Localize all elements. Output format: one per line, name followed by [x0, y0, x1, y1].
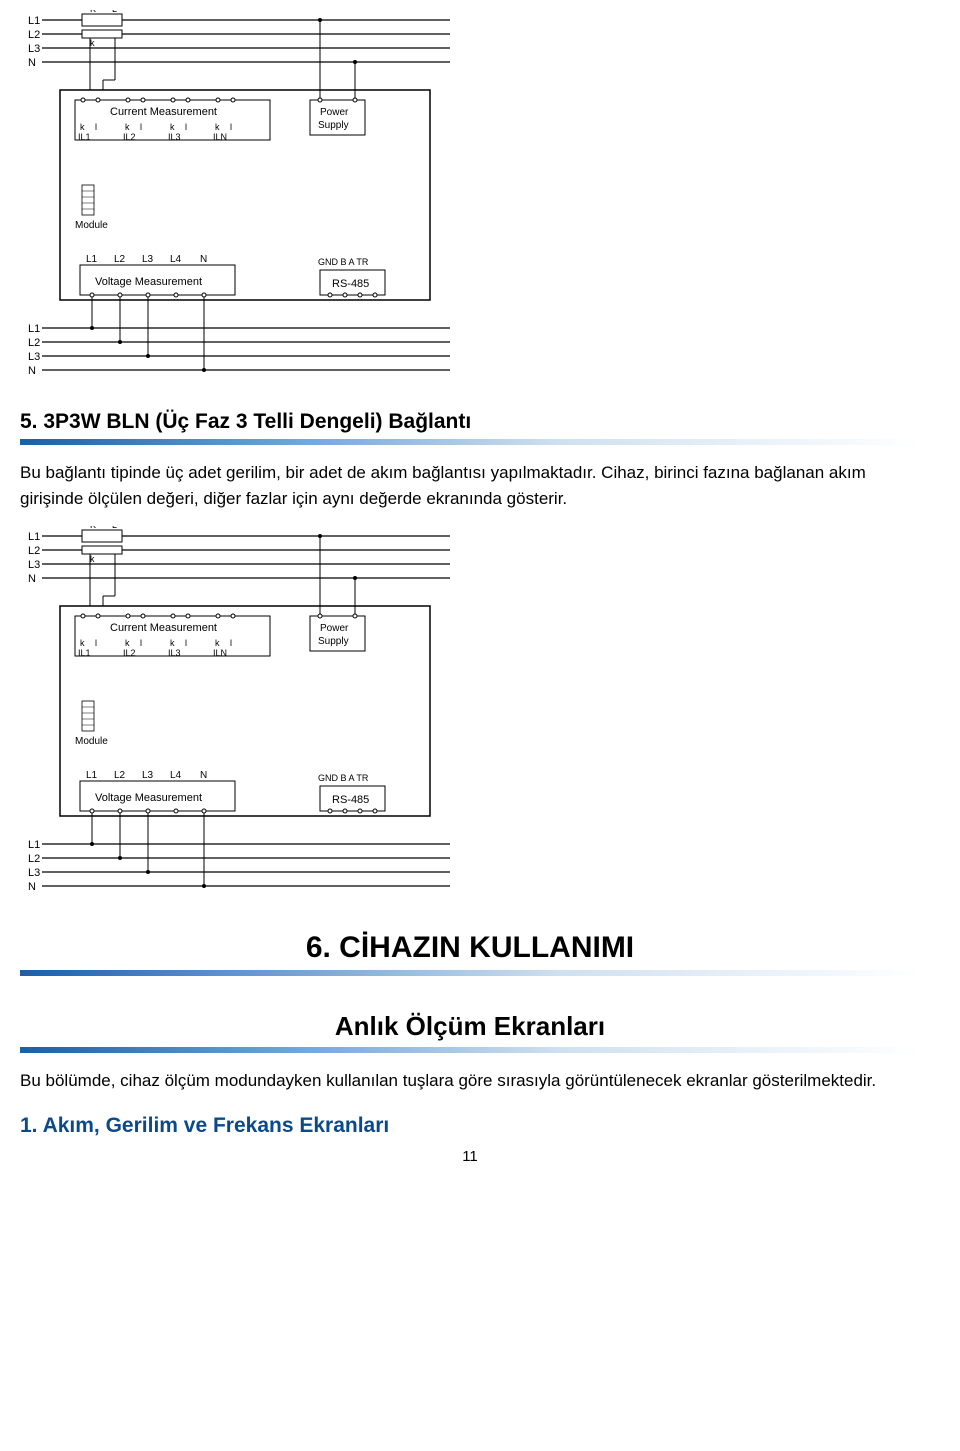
svg-text:L4: L4 — [170, 770, 182, 781]
svg-text:k: k — [170, 638, 175, 648]
gradient-divider-2 — [20, 970, 920, 976]
svg-text:L3: L3 — [142, 770, 154, 781]
wiring-diagram-1: L1 L2 L3 N K L k l Current Measu — [20, 10, 920, 385]
svg-text:Current Measurement: Current Measurement — [110, 622, 217, 634]
voltage-title: Voltage Measurement — [95, 276, 202, 288]
module-label: Module — [75, 220, 108, 231]
svg-text:ILN: ILN — [213, 648, 227, 658]
power-subtitle: Supply — [318, 120, 349, 131]
svg-text:k: k — [125, 122, 130, 132]
bottom-bus: L1 L2 L3 N — [28, 323, 450, 377]
svg-text:L3: L3 — [28, 559, 40, 571]
ct-k-lower: k — [90, 38, 95, 48]
section5-title: 5. 3P3W BLN (Üç Faz 3 Telli Dengeli) Bağ… — [20, 410, 920, 434]
svg-text:L: L — [112, 526, 117, 530]
svg-text:L1: L1 — [86, 770, 98, 781]
subsection-title: 1. Akım, Gerilim ve Frekans Ekranları — [20, 1114, 920, 1138]
bus-label-l2: L2 — [28, 29, 40, 41]
svg-text:k: k — [90, 554, 95, 564]
gradient-divider — [20, 439, 920, 445]
svg-text:IL3: IL3 — [168, 648, 181, 658]
ct-k-label: K — [90, 10, 96, 14]
ct-symbol: K L k l — [82, 10, 122, 90]
svg-text:IL2: IL2 — [123, 648, 136, 658]
svg-text:L2: L2 — [28, 337, 40, 349]
svg-text:l: l — [230, 122, 232, 132]
current-measurement-box: Current Measurement k l IL1 k l IL2 k l … — [75, 98, 270, 142]
rs485-terminals: GND B A TR — [318, 257, 369, 267]
svg-text:RS-485: RS-485 — [332, 794, 369, 806]
svg-text:N: N — [28, 881, 36, 893]
chapter6-subtitle: Anlık Ölçüm Ekranları — [20, 1011, 920, 1042]
svg-text:GND B A TR: GND B A TR — [318, 773, 369, 783]
svg-text:l: l — [140, 638, 142, 648]
svg-text:l: l — [95, 122, 97, 132]
svg-text:k: k — [215, 122, 220, 132]
svg-text:l: l — [185, 638, 187, 648]
svg-text:l: l — [185, 122, 187, 132]
rs485-title: RS-485 — [332, 278, 369, 290]
svg-text:Voltage Measurement: Voltage Measurement — [95, 792, 202, 804]
svg-text:L1: L1 — [28, 531, 40, 543]
svg-text:Module: Module — [75, 736, 108, 747]
section5-paragraph: Bu bağlantı tipinde üç adet gerilim, bir… — [20, 460, 920, 511]
svg-text:L4: L4 — [170, 254, 182, 265]
chapter6-title: 6. CİHAZIN KULLANIMI — [20, 931, 920, 965]
svg-text:L1: L1 — [28, 323, 40, 335]
svg-text:l: l — [140, 122, 142, 132]
svg-text:N: N — [200, 254, 207, 265]
svg-text:l: l — [95, 638, 97, 648]
svg-text:l: l — [230, 638, 232, 648]
bus-label-l1: L1 — [28, 15, 40, 27]
svg-text:L1: L1 — [28, 839, 40, 851]
gradient-divider-3 — [20, 1047, 920, 1053]
svg-text:IL1: IL1 — [78, 648, 91, 658]
svg-text:L1: L1 — [86, 254, 98, 265]
svg-text:Power: Power — [320, 623, 349, 634]
bus-label-n: N — [28, 57, 36, 69]
svg-text:L2: L2 — [28, 853, 40, 865]
svg-text:N: N — [28, 365, 36, 377]
svg-text:IL1: IL1 — [78, 132, 91, 142]
svg-text:IL3: IL3 — [168, 132, 181, 142]
svg-text:L2: L2 — [28, 545, 40, 557]
svg-text:N: N — [28, 573, 36, 585]
svg-text:k: k — [215, 638, 220, 648]
chapter6-paragraph: Bu bölümde, cihaz ölçüm modundayken kull… — [20, 1068, 920, 1094]
svg-text:N: N — [200, 770, 207, 781]
power-title: Power — [320, 107, 349, 118]
svg-text:L2: L2 — [114, 770, 126, 781]
ct-l-label: L — [112, 10, 117, 14]
svg-text:k: k — [125, 638, 130, 648]
svg-text:k: k — [170, 122, 175, 132]
voltage-wires — [90, 297, 206, 372]
svg-text:L2: L2 — [114, 254, 126, 265]
svg-text:k: k — [80, 638, 85, 648]
page-number: 11 — [20, 1148, 920, 1165]
svg-text:L3: L3 — [142, 254, 154, 265]
svg-text:K: K — [90, 526, 96, 530]
svg-text:IL2: IL2 — [123, 132, 136, 142]
svg-text:Supply: Supply — [318, 636, 349, 647]
wiring-diagram-2: L1 L2 L3 N K L k l Current Measurement k — [20, 526, 920, 901]
current-title: Current Measurement — [110, 106, 217, 118]
svg-text:L3: L3 — [28, 867, 40, 879]
svg-text:L3: L3 — [28, 351, 40, 363]
svg-text:k: k — [80, 122, 85, 132]
svg-text:ILN: ILN — [213, 132, 227, 142]
bus-label-l3: L3 — [28, 43, 40, 55]
power-supply-box: Power Supply — [310, 18, 365, 135]
